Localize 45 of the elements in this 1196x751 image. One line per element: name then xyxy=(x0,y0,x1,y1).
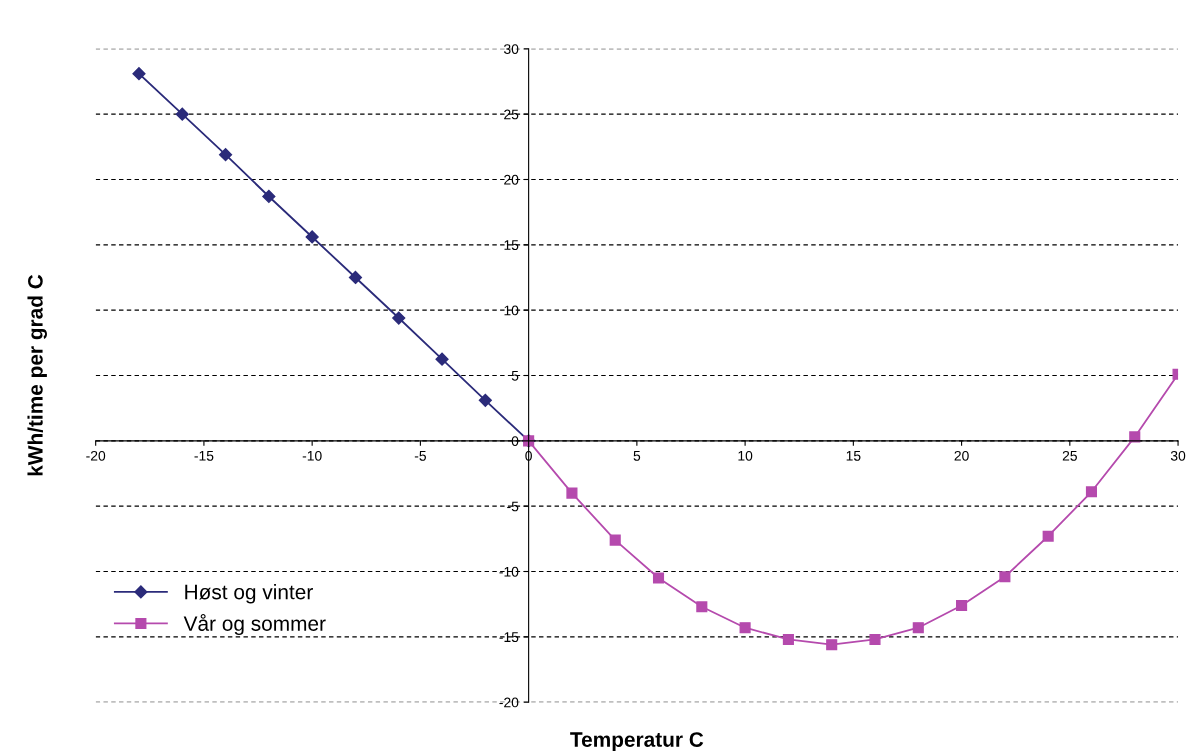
point xyxy=(348,270,363,285)
x-tick-label: 25 xyxy=(1062,450,1077,461)
y-tick-label: -20 xyxy=(499,697,519,708)
legend-label: Vår og sommer xyxy=(183,613,326,636)
y-tick-label: -15 xyxy=(499,632,519,643)
x-axis-title: Temperatur C xyxy=(570,732,704,751)
point xyxy=(392,311,406,325)
point xyxy=(175,107,189,121)
y-tick-label: -5 xyxy=(507,501,519,512)
y-tick-label: 10 xyxy=(504,305,519,316)
point xyxy=(739,622,751,634)
point xyxy=(305,230,319,244)
point xyxy=(132,67,146,81)
y-axis-title: kWh/time per grad C xyxy=(27,274,47,476)
x-tick-label: 20 xyxy=(954,450,969,461)
x-tick-label: -10 xyxy=(302,450,322,461)
point xyxy=(956,599,968,612)
point xyxy=(566,487,578,499)
point xyxy=(1042,530,1054,542)
y-tick-label: 30 xyxy=(503,44,519,54)
point xyxy=(782,633,794,646)
y-tick-label: 20 xyxy=(504,174,519,185)
point xyxy=(652,572,665,584)
point xyxy=(218,148,233,162)
point xyxy=(826,639,838,651)
point xyxy=(1129,431,1141,443)
point xyxy=(478,393,492,407)
x-tick-label: 15 xyxy=(846,451,861,461)
point xyxy=(1085,486,1098,498)
y-tick-label: 15 xyxy=(504,240,519,250)
x-tick-label: 30 xyxy=(1170,450,1186,461)
x-tick-label: -5 xyxy=(414,451,426,461)
point xyxy=(435,352,449,366)
point xyxy=(912,622,924,634)
point xyxy=(609,534,621,546)
x-tick-label: 5 xyxy=(633,451,641,461)
point xyxy=(869,633,881,646)
x-tick-label: -20 xyxy=(86,450,106,461)
point xyxy=(999,571,1011,583)
x-tick-label: -15 xyxy=(194,451,214,461)
y-tick-label: 25 xyxy=(504,109,519,120)
x-tick-label: 10 xyxy=(738,450,753,461)
point xyxy=(696,601,708,613)
point xyxy=(262,189,276,204)
legend-label: Høst og vinter xyxy=(185,584,313,604)
